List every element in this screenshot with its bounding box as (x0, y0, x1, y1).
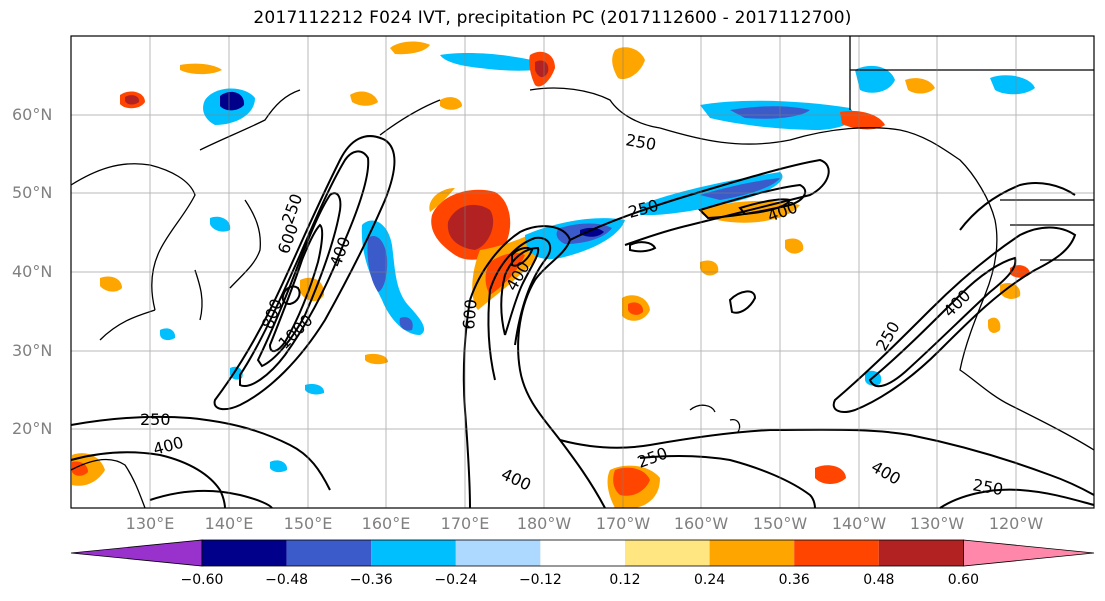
lon-label: 140°E (204, 514, 254, 533)
lat-label: 50°N (12, 183, 53, 202)
colorbar-tick-label: −0.24 (434, 572, 478, 588)
gridlines (71, 36, 1094, 508)
colorbar-tick-label: 0.60 (947, 572, 979, 588)
lon-label: 130°E (125, 514, 175, 533)
colorbar-tick-label: 0.48 (863, 572, 895, 588)
colorbar-extend-min (70, 539, 203, 567)
lat-label: 20°N (12, 419, 53, 438)
lon-label: 180°W (516, 514, 572, 533)
colorbar-tick-label: −0.48 (265, 572, 309, 588)
colorbar-tick-label: 0.24 (694, 572, 726, 588)
lon-label: 150°E (283, 514, 333, 533)
lon-label: 160°W (673, 514, 729, 533)
contour-label: 250 (140, 410, 171, 429)
lon-label: 150°W (752, 514, 808, 533)
lon-label: 160°E (361, 514, 411, 533)
colorbar-tick-label: −0.12 (518, 572, 562, 588)
lat-label: 60°N (12, 105, 53, 124)
map-panel: 250 400 600 800 1000 250 400 600 400 250… (70, 35, 1095, 509)
lat-label: 40°N (12, 262, 53, 281)
colorbar-tick-label: −0.36 (349, 572, 393, 588)
figure-title: 2017112212 F024 IVT, precipitation PC (2… (253, 8, 852, 28)
lon-label: 130°W (909, 514, 965, 533)
colorbar-extend-max (963, 539, 1095, 567)
ivt-contours (70, 135, 1095, 509)
lat-label: 30°N (12, 341, 53, 360)
colorbar-tick-label: 0.36 (778, 572, 810, 588)
colorbar-tick-label: −0.60 (180, 572, 224, 588)
lon-label: 140°W (831, 514, 887, 533)
lon-label: 170°W (595, 514, 651, 533)
lon-label: 120°W (988, 514, 1044, 533)
lon-label: 170°E (440, 514, 490, 533)
colorbar-tick-label: 0.12 (609, 572, 641, 588)
contour-label: 600 (459, 298, 481, 330)
colorbar (70, 539, 1095, 567)
